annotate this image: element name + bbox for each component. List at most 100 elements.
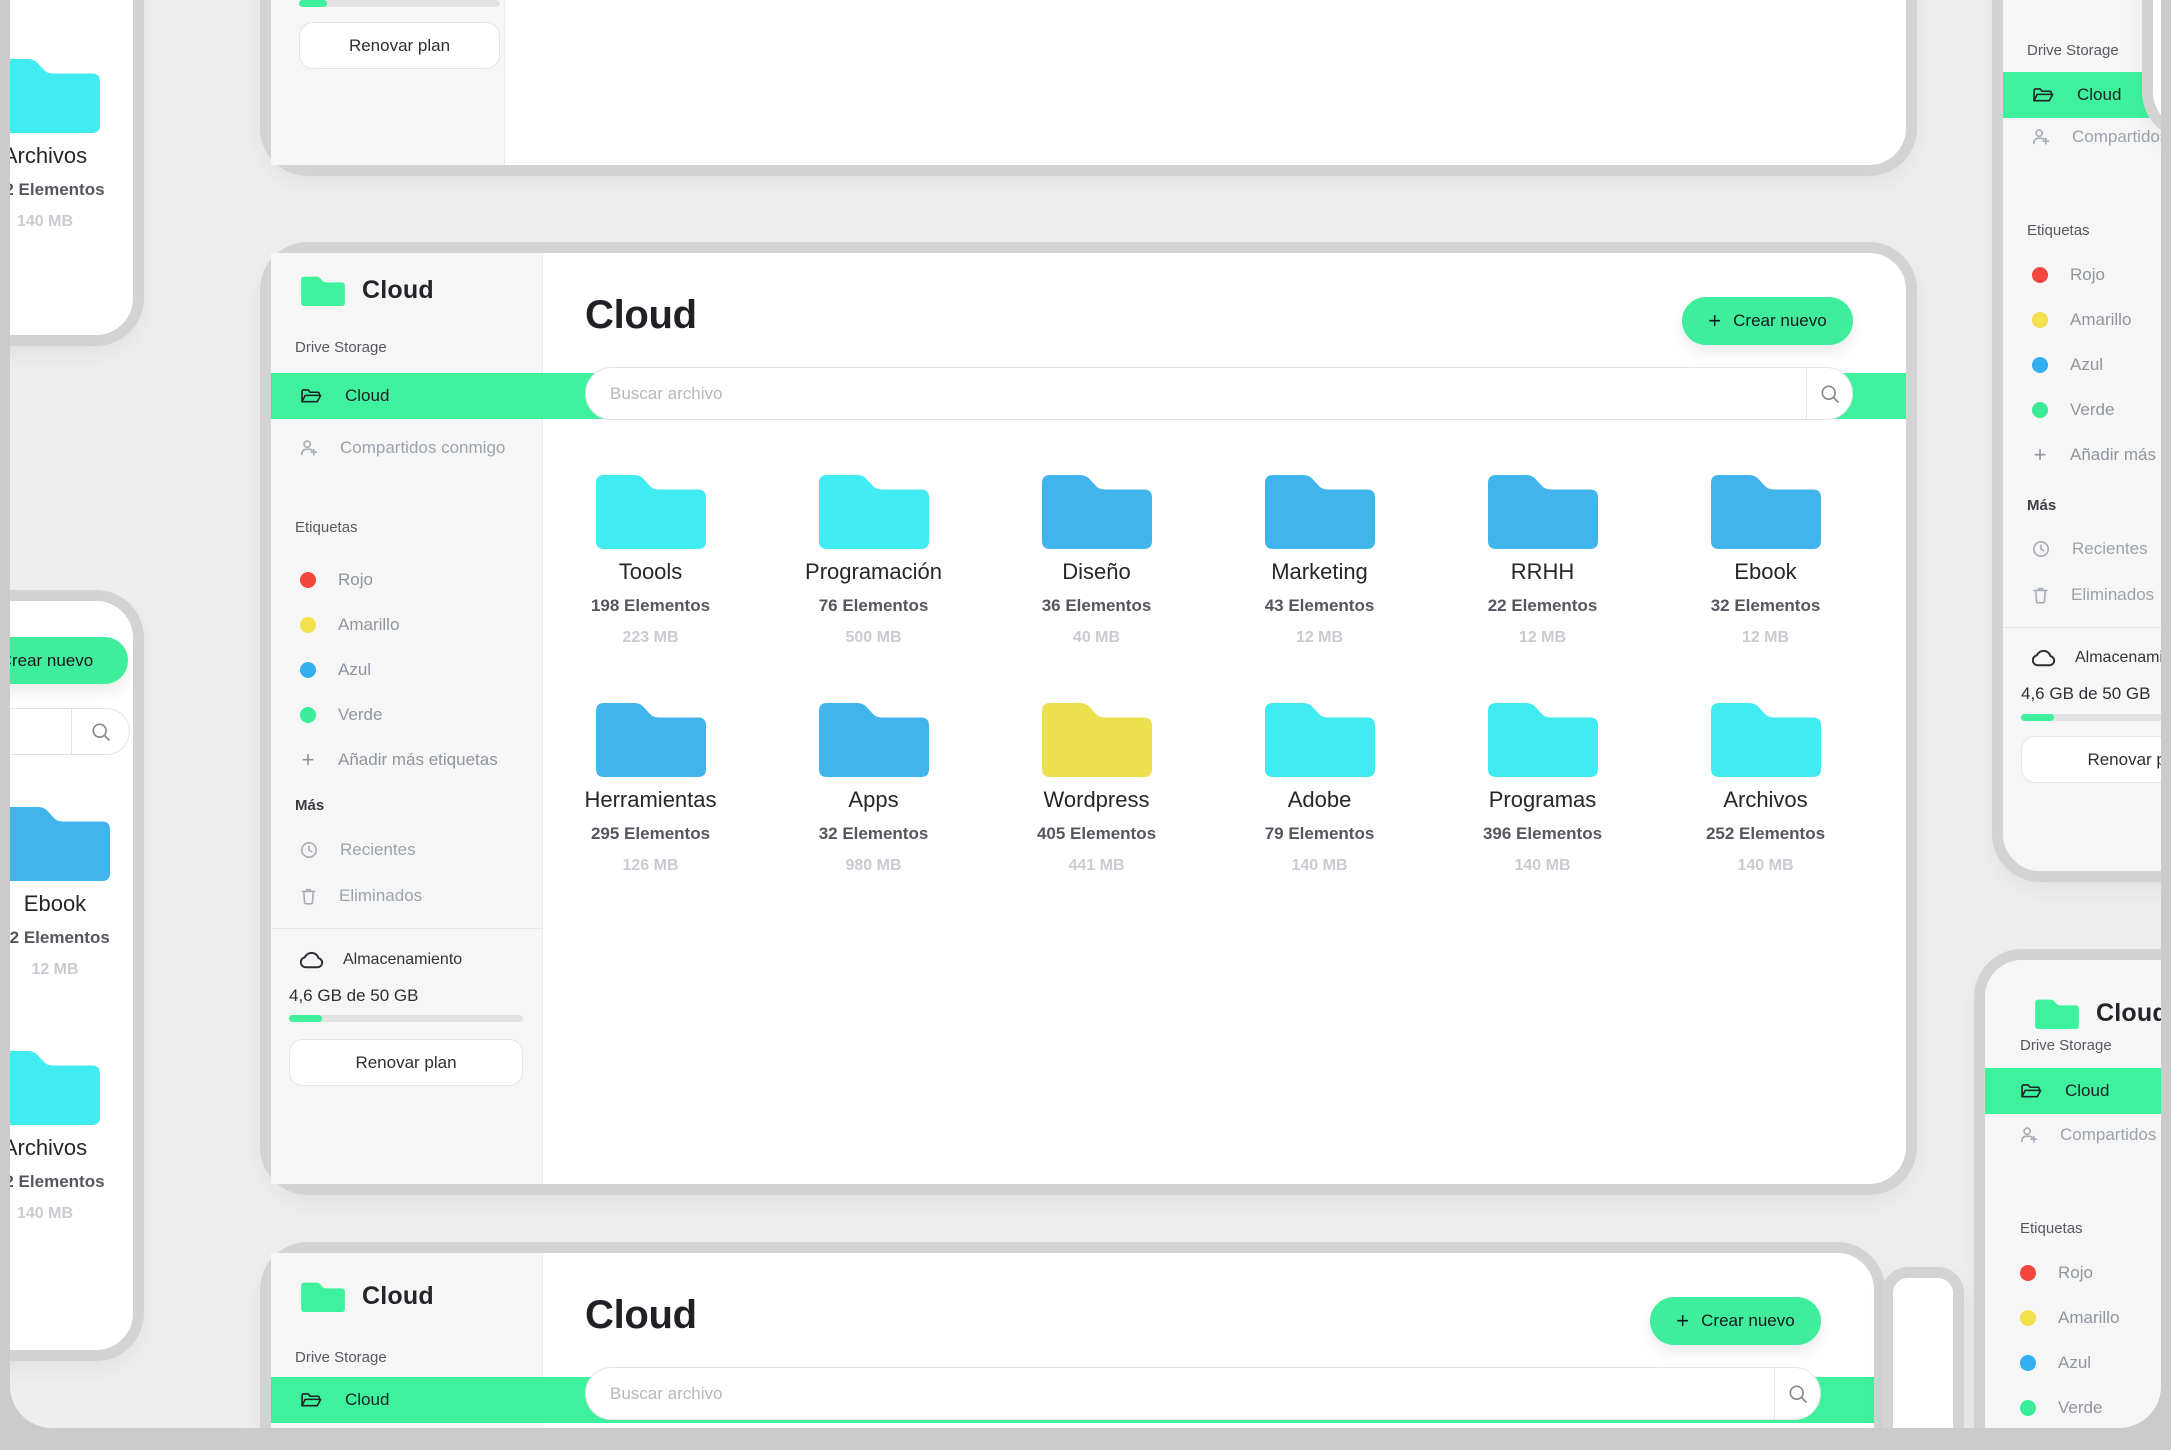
open-folder-icon: [2033, 87, 2054, 101]
folder-item[interactable]: Herramientas 295 Elementos 126 MB: [539, 699, 762, 875]
sidebar-divider: [271, 928, 543, 929]
label-color-dot: [300, 616, 316, 633]
folder-item[interactable]: Adobe 79 Elementos 140 MB: [1208, 699, 1431, 875]
brand-folder-icon: [2035, 999, 2079, 1029]
label-item[interactable]: Verde: [1985, 1385, 2161, 1428]
sidebar-item-label: Cloud: [2077, 85, 2122, 104]
add-labels-button[interactable]: + Añadir más etiquetas: [2003, 432, 2161, 477]
create-new-button[interactable]: + Crear nuevo: [10, 637, 128, 684]
renew-plan-button[interactable]: Renovar plan: [299, 22, 500, 69]
label-item[interactable]: Azul: [2003, 342, 2161, 387]
folder-items-count: 32 Elementos: [818, 824, 929, 843]
label-name: Verde: [2070, 399, 2115, 419]
app-card-bottom-partial: Cloud Drive Storage Cloud Cloud + Crear …: [260, 1242, 1885, 1428]
folder-item[interactable]: Archivos 252 Elementos 140 MB: [10, 55, 155, 231]
partial-card-edge: [1882, 1267, 1964, 1428]
sidebar-item-recent[interactable]: Recientes: [2003, 526, 2161, 572]
label-color-dot: [2032, 401, 2048, 418]
brand-folder-icon: [301, 276, 345, 306]
folder-item[interactable]: Archivos 252 Elementos 140 MB: [1654, 699, 1877, 875]
label-item[interactable]: Azul: [271, 647, 1906, 692]
app-card-main: Cloud Drive Storage Cloud Compartidos co…: [260, 242, 1917, 1195]
folder-items-count: 252 Elementos: [10, 180, 105, 199]
folder-name: Archivos: [1723, 787, 1808, 812]
add-labels-label: Añadir más etiquetas: [338, 749, 498, 769]
label-item[interactable]: Azul: [1985, 1340, 2161, 1385]
sidebar-item-cloud[interactable]: Cloud: [1985, 1068, 2161, 1114]
folder-item[interactable]: Marketing 43 Elementos 12 MB: [1208, 471, 1431, 647]
label-name: Verde: [2058, 1397, 2103, 1417]
folder-size: 140 MB: [16, 213, 74, 230]
labels-section-label: Etiquetas: [2027, 222, 2090, 239]
renew-plan-button[interactable]: Renovar plan: [2021, 736, 2161, 783]
label-name: Rojo: [2070, 264, 2105, 284]
folder-name: Archivos: [10, 143, 88, 168]
sidebar-item-shared[interactable]: Compartidos conmigo: [271, 425, 1906, 471]
folder-item[interactable]: Apps 32 Elementos 980 MB: [762, 699, 985, 875]
label-name: Rojo: [338, 569, 373, 589]
trash-icon: [301, 888, 316, 905]
folder-item[interactable]: Toools 198 Elementos 223 MB: [539, 471, 762, 647]
label-item[interactable]: Amarillo: [271, 602, 1906, 647]
label-item[interactable]: Rojo: [1985, 1250, 2161, 1295]
label-item[interactable]: Rojo: [271, 557, 1906, 602]
storage-usage: 4,6 GB de 50 GB: [2021, 684, 2151, 703]
label-item[interactable]: Rojo: [2003, 252, 2161, 297]
sidebar-item-label: Cloud: [345, 386, 390, 405]
add-labels-button[interactable]: + Añadir más etiquetas: [271, 737, 1906, 782]
folder-item[interactable]: Diseño 36 Elementos 40 MB: [985, 471, 1208, 647]
sidebar-item-shared[interactable]: Compartidos conmigo: [1985, 1112, 2161, 1158]
search-button[interactable]: [71, 709, 129, 754]
cloud-icon: [300, 951, 324, 968]
sidebar-item-shared[interactable]: Compartidos conmigo: [2003, 114, 2161, 160]
folder-name: Herramientas: [584, 787, 717, 812]
folder-item[interactable]: Programación 76 Elementos 500 MB: [762, 471, 985, 647]
design-canvas: Renovar plan Cloud Drive Storage Cloud C…: [10, 0, 2161, 1428]
folder-icon: [1487, 471, 1598, 549]
search-input[interactable]: [10, 709, 69, 754]
folder-items-count: 295 Elementos: [590, 824, 711, 843]
folder-icon: [1710, 471, 1821, 549]
folder-items-count: 79 Elementos: [1264, 824, 1375, 843]
label-item[interactable]: Verde: [271, 692, 1906, 737]
label-name: Azul: [338, 659, 372, 679]
search-input[interactable]: [610, 1368, 1760, 1419]
folder-size: 441 MB: [1068, 857, 1125, 874]
brand-name: Cloud: [362, 1282, 434, 1310]
clock-icon: [300, 841, 318, 859]
search-button[interactable]: [1806, 368, 1852, 419]
renew-plan-button[interactable]: Renovar plan: [289, 1039, 523, 1086]
folder-item[interactable]: RRHH 22 Elementos 12 MB: [1431, 471, 1654, 647]
sidebar-item-deleted[interactable]: Eliminados: [2003, 572, 2161, 618]
create-new-button[interactable]: + Crear nuevo: [1650, 1297, 1821, 1345]
folder-name: Ebook: [23, 891, 87, 916]
folder-size: 12 MB: [31, 961, 79, 978]
brand-name: Cloud: [2096, 999, 2161, 1027]
sidebar-item-deleted[interactable]: Eliminados: [271, 873, 1906, 919]
search-icon: [1820, 384, 1839, 403]
sidebar-item-cloud[interactable]: Cloud: [2003, 72, 2161, 118]
folder-item[interactable]: Archivos 252 Elementos 140 MB: [10, 1047, 155, 1223]
open-folder-icon: [2021, 1083, 2042, 1097]
folder-size: 140 MB: [1291, 857, 1348, 874]
create-new-button[interactable]: + Crear nuevo: [1682, 297, 1853, 345]
search-input[interactable]: [610, 368, 1792, 419]
labels-section-label: Etiquetas: [2020, 1220, 2083, 1237]
folder-size: 140 MB: [1737, 857, 1794, 874]
label-item[interactable]: Amarillo: [2003, 297, 2161, 342]
label-name: Verde: [338, 704, 383, 724]
sidebar-item-recent[interactable]: Recientes: [271, 827, 1906, 873]
folder-item[interactable]: Programas 396 Elementos 140 MB: [1431, 699, 1654, 875]
sidebar-item-label: Compartidos conmigo: [340, 438, 506, 457]
search-button[interactable]: [1774, 1368, 1820, 1419]
label-item[interactable]: Verde: [2003, 387, 2161, 432]
app-card-right-top-partial: Drive Storage Cloud Compartidos conmigo …: [1992, 0, 2161, 882]
folder-name: Diseño: [1062, 559, 1131, 584]
create-new-label: Crear nuevo: [1733, 311, 1827, 330]
folder-item[interactable]: Wordpress 405 Elementos 441 MB: [985, 699, 1208, 875]
nav-section-label: Drive Storage: [2027, 42, 2119, 59]
folder-item[interactable]: Ebook 32 Elementos 12 MB: [1654, 471, 1877, 647]
label-item[interactable]: Amarillo: [1985, 1295, 2161, 1340]
folder-items-count: 32 Elementos: [10, 928, 110, 947]
folder-item[interactable]: Ebook 32 Elementos 12 MB: [10, 803, 165, 979]
